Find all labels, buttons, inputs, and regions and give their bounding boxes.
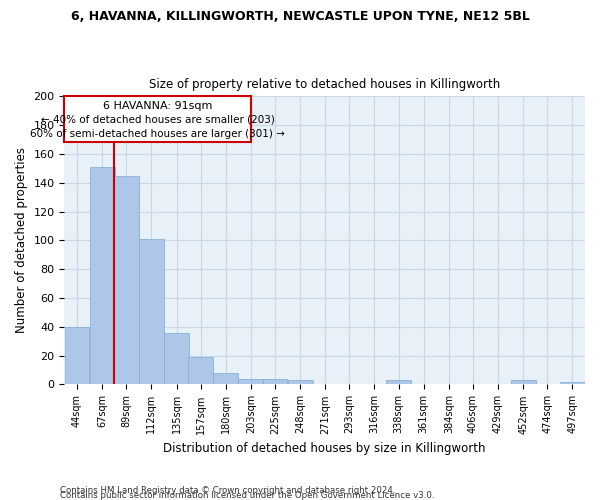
Y-axis label: Number of detached properties: Number of detached properties (15, 148, 28, 334)
Bar (263, 378, 287, 384)
Text: 6, HAVANNA, KILLINGWORTH, NEWCASTLE UPON TYNE, NE12 5BL: 6, HAVANNA, KILLINGWORTH, NEWCASTLE UPON… (71, 10, 529, 23)
Text: Contains public sector information licensed under the Open Government Licence v3: Contains public sector information licen… (60, 491, 434, 500)
Text: ← 40% of detached houses are smaller (203): ← 40% of detached houses are smaller (20… (41, 114, 275, 124)
Bar (188, 357, 213, 384)
Bar (386, 380, 411, 384)
Bar (164, 332, 189, 384)
Bar (139, 239, 164, 384)
Bar (114, 176, 139, 384)
Bar (90, 167, 115, 384)
Bar (287, 380, 313, 384)
FancyBboxPatch shape (64, 96, 251, 142)
Bar (560, 382, 585, 384)
X-axis label: Distribution of detached houses by size in Killingworth: Distribution of detached houses by size … (163, 442, 486, 455)
Bar (65, 327, 89, 384)
Bar (214, 373, 238, 384)
Text: Contains HM Land Registry data © Crown copyright and database right 2024.: Contains HM Land Registry data © Crown c… (60, 486, 395, 495)
Bar (238, 378, 263, 384)
Title: Size of property relative to detached houses in Killingworth: Size of property relative to detached ho… (149, 78, 500, 91)
Bar (511, 380, 536, 384)
Text: 60% of semi-detached houses are larger (301) →: 60% of semi-detached houses are larger (… (30, 129, 285, 139)
Text: 6 HAVANNA: 91sqm: 6 HAVANNA: 91sqm (103, 102, 212, 112)
